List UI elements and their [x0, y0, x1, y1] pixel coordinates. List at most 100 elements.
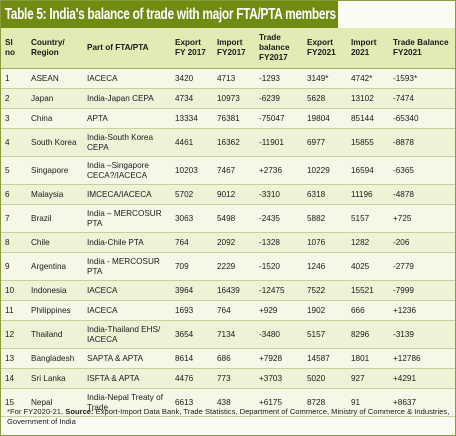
cell-import-2021: 4025	[347, 252, 389, 281]
table-row: 11 Philippines IACECA 1693 764 +929 1902 666 +12…	[1, 300, 455, 321]
table-row: 5 Singapore India –Singapore CECA?/IACECA 1…	[1, 156, 455, 185]
cell-balance-2017: -3480	[255, 320, 303, 349]
cell-fta: India - MERCOSUR PTA	[83, 252, 171, 281]
cell-balance-2017: +6175	[255, 388, 303, 417]
cell-country: Indonesia	[27, 280, 83, 301]
cell-balance-2021: -7474	[389, 88, 455, 109]
cell-balance-2017: -6239	[255, 88, 303, 109]
cell-export-2017: 3420	[171, 68, 213, 89]
cell-export-2017: 6613	[171, 388, 213, 417]
header-row: Sl no Country/ Region Part of FTA/PTA Ex…	[1, 28, 455, 69]
cell-balance-2021: -206	[389, 232, 455, 253]
cell-import-2021: 15521	[347, 280, 389, 301]
cell-export-2021: 5020	[303, 368, 347, 389]
cell-sl-no: 4	[1, 128, 27, 157]
cell-export-2021: 1902	[303, 300, 347, 321]
cell-balance-2021: +1236	[389, 300, 455, 321]
cell-country: Chile	[27, 232, 83, 253]
cell-balance-2017: -1293	[255, 68, 303, 89]
footnote-star-note: *For FY2020-21,	[7, 407, 64, 416]
cell-country: Japan	[27, 88, 83, 109]
cell-export-2021: 1076	[303, 232, 347, 253]
header-sl-no: Sl no	[1, 28, 27, 69]
cell-import-2021: 13102	[347, 88, 389, 109]
table-row: 3 China APTA 13334 76381 -75047 19804 85144 -653…	[1, 108, 455, 129]
cell-export-2017: 764	[171, 232, 213, 253]
cell-balance-2021: -7999	[389, 280, 455, 301]
header-export-2017: Export FY 2017	[171, 28, 213, 69]
cell-balance-2017: -11901	[255, 128, 303, 157]
cell-export-2017: 10203	[171, 156, 213, 185]
cell-sl-no: 15	[1, 388, 27, 417]
table-row: 10 Indonesia IACECA 3964 16439 -12475 7522 1552…	[1, 280, 455, 301]
cell-export-2021: 19804	[303, 108, 347, 129]
cell-fta: India-Chile PTA	[83, 232, 171, 253]
header-country: Country/ Region	[27, 28, 83, 69]
cell-import-2017: 10973	[213, 88, 255, 109]
cell-fta: IACECA	[83, 68, 171, 89]
cell-export-2021: 3149*	[303, 68, 347, 89]
cell-sl-no: 6	[1, 184, 27, 205]
cell-country: ASEAN	[27, 68, 83, 89]
cell-import-2021: 927	[347, 368, 389, 389]
cell-fta: India-South Korea CEPA	[83, 128, 171, 157]
cell-export-2017: 1693	[171, 300, 213, 321]
cell-fta: India –Singapore CECA?/IACECA	[83, 156, 171, 185]
cell-export-2021: 6977	[303, 128, 347, 157]
cell-import-2017: 7467	[213, 156, 255, 185]
cell-export-2017: 3964	[171, 280, 213, 301]
cell-balance-2021: -3139	[389, 320, 455, 349]
table-row: 8 Chile India-Chile PTA 764 2092 -1328 1076 128…	[1, 232, 455, 253]
table-row: 1 ASEAN IACECA 3420 4713 -1293 3149* 4742* -1593…	[1, 68, 455, 89]
cell-balance-2021: +8637	[389, 388, 455, 417]
cell-export-2021: 1246	[303, 252, 347, 281]
cell-balance-2021: +4291	[389, 368, 455, 389]
cell-export-2017: 3063	[171, 204, 213, 233]
header-import-2021: Import 2021	[347, 28, 389, 69]
cell-sl-no: 12	[1, 320, 27, 349]
cell-import-2017: 4713	[213, 68, 255, 89]
table-row: 6 Malaysia IMCECA/IACECA 5702 9012 -3310 6318 1…	[1, 184, 455, 205]
cell-export-2017: 4476	[171, 368, 213, 389]
cell-balance-2021: -4878	[389, 184, 455, 205]
cell-import-2017: 764	[213, 300, 255, 321]
header-import-2017: Import FY2017	[213, 28, 255, 69]
table-row: 4 South Korea India-South Korea CEPA 4461 16…	[1, 128, 455, 157]
cell-export-2021: 7522	[303, 280, 347, 301]
cell-sl-no: 3	[1, 108, 27, 129]
header-balance-2021: Trade Balance FY2021	[389, 28, 455, 69]
cell-import-2017: 76381	[213, 108, 255, 129]
table-row: 7 Brazil India – MERCOSUR PTA 3063 5498 -2435…	[1, 204, 455, 233]
cell-balance-2021: -8878	[389, 128, 455, 157]
cell-balance-2017: -75047	[255, 108, 303, 129]
cell-balance-2017: -1328	[255, 232, 303, 253]
cell-export-2017: 8614	[171, 348, 213, 369]
cell-sl-no: 5	[1, 156, 27, 185]
cell-fta: India-Nepal Treaty of Trade	[83, 388, 171, 417]
cell-export-2017: 4734	[171, 88, 213, 109]
cell-country: Malaysia	[27, 184, 83, 205]
table-row: 14 Sri Lanka ISFTA & APTA 4476 773 +3703 5020 9…	[1, 368, 455, 389]
cell-balance-2021: -1593*	[389, 68, 455, 89]
cell-sl-no: 14	[1, 368, 27, 389]
cell-fta: IMCECA/IACECA	[83, 184, 171, 205]
cell-country: China	[27, 108, 83, 129]
cell-balance-2017: -12475	[255, 280, 303, 301]
cell-export-2017: 709	[171, 252, 213, 281]
cell-export-2017: 4461	[171, 128, 213, 157]
footnote-source-text: Export-Import Data Bank, Trade Statistic…	[7, 407, 450, 426]
cell-sl-no: 1	[1, 68, 27, 89]
cell-balance-2017: -3310	[255, 184, 303, 205]
cell-import-2017: 2229	[213, 252, 255, 281]
trade-table: Sl no Country/ Region Part of FTA/PTA Ex…	[1, 28, 455, 417]
cell-export-2021: 6318	[303, 184, 347, 205]
cell-country: Bangladesh	[27, 348, 83, 369]
header-export-2021: Export FY2021	[303, 28, 347, 69]
cell-import-2021: 11196	[347, 184, 389, 205]
cell-fta: IACECA	[83, 300, 171, 321]
cell-fta: APTA	[83, 108, 171, 129]
cell-import-2017: 773	[213, 368, 255, 389]
table-title: Table 5: India's balance of trade with m…	[1, 1, 339, 28]
cell-sl-no: 8	[1, 232, 27, 253]
